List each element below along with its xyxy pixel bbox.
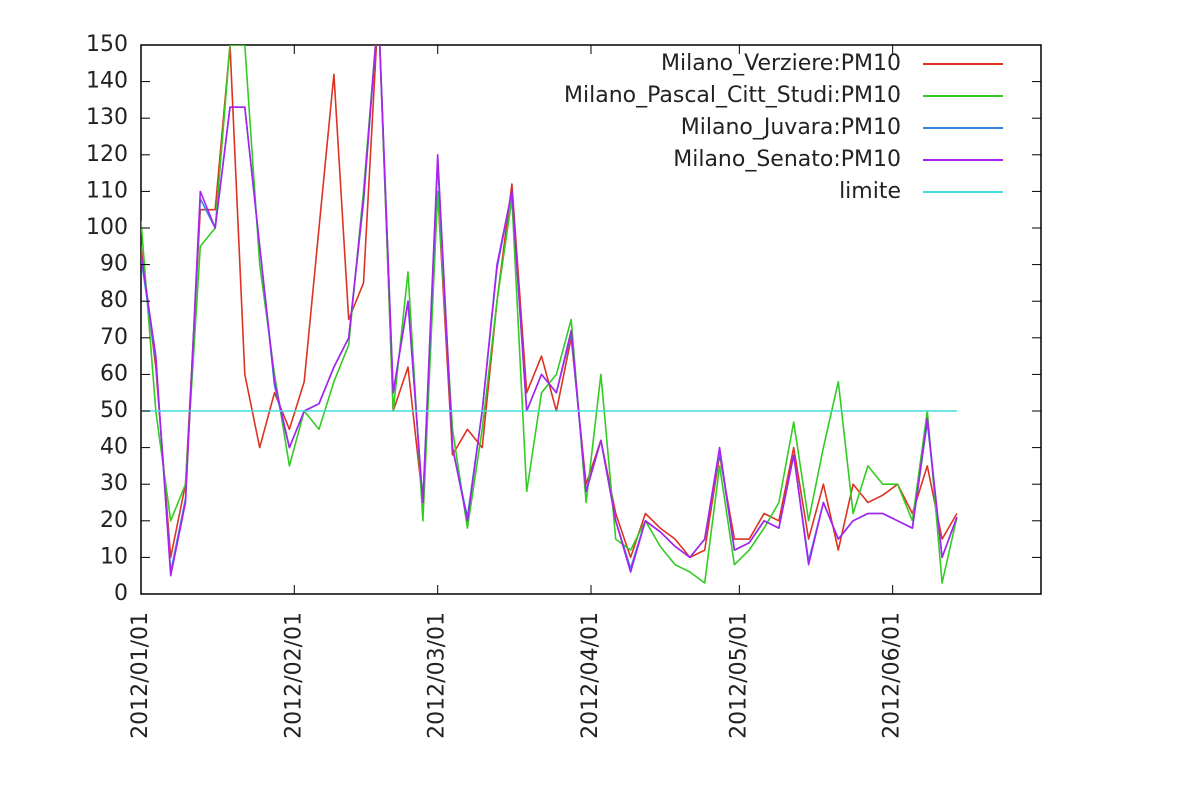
y-tick-label: 50	[100, 398, 128, 423]
y-tick-label: 110	[86, 178, 128, 203]
legend-label: Milano_Juvara:PM10	[681, 115, 901, 140]
legend-label: Milano_Pascal_Citt_Studi:PM10	[564, 83, 901, 108]
y-tick-label: 0	[114, 581, 128, 606]
legend-label: Milano_Senato:PM10	[673, 147, 901, 172]
y-tick-label: 100	[86, 215, 128, 240]
y-tick-label: 30	[100, 471, 128, 496]
x-tick-label: 2012/06/01	[880, 612, 905, 739]
y-tick-label: 150	[86, 32, 128, 57]
y-tick-label: 20	[100, 508, 128, 533]
x-tick-label: 2012/02/01	[281, 612, 306, 739]
x-tick-label: 2012/03/01	[425, 612, 450, 739]
x-tick-label: 2012/01/01	[128, 612, 153, 739]
x-tick-label: 2012/05/01	[726, 612, 751, 739]
y-tick-label: 90	[100, 252, 128, 277]
series-line	[141, 45, 958, 577]
y-tick-label: 10	[100, 544, 128, 569]
y-tick-label: 130	[86, 105, 128, 130]
y-tick-label: 60	[100, 361, 128, 386]
y-tick-label: 80	[100, 288, 128, 313]
x-tick-label: 2012/04/01	[578, 612, 603, 739]
legend-label: Milano_Verziere:PM10	[661, 51, 901, 76]
y-tick-label: 70	[100, 325, 128, 350]
y-tick-label: 140	[86, 69, 128, 94]
plot-frame	[140, 44, 1042, 595]
y-tick-label: 120	[86, 142, 128, 167]
legend-label: limite	[839, 179, 901, 204]
y-tick-label: 40	[100, 435, 128, 460]
plot-area	[141, 45, 958, 584]
